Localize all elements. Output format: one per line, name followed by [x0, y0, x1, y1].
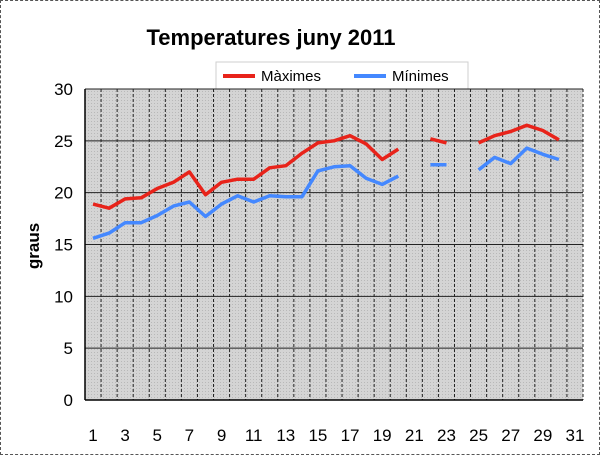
x-tick-label: 15	[308, 426, 327, 445]
x-tick-label: 23	[437, 426, 456, 445]
x-tick-label: 21	[405, 426, 424, 445]
x-tick-label: 17	[341, 426, 360, 445]
x-tick-label: 19	[373, 426, 392, 445]
series-line-minimes	[477, 146, 560, 172]
x-tick-label: 9	[217, 426, 226, 445]
legend-box	[215, 61, 469, 91]
x-tick-label: 29	[533, 426, 552, 445]
x-tick-label: 5	[153, 426, 162, 445]
series-line-maximes	[429, 137, 447, 145]
chart-title: Temperatures juny 2011	[146, 25, 395, 50]
y-tick-label: 5	[64, 339, 73, 358]
y-tick-label: 30	[54, 80, 73, 99]
x-tick-label: 27	[501, 426, 520, 445]
y-tick-label: 20	[54, 184, 73, 203]
y-tick-label: 25	[54, 132, 73, 151]
series-line-maximes	[477, 123, 560, 145]
x-tick-label: 7	[185, 426, 194, 445]
x-tick-label: 25	[469, 426, 488, 445]
x-tick-label: 31	[566, 426, 585, 445]
x-tick-label: 11	[245, 426, 263, 445]
legend: Màximes Mínimes	[215, 61, 469, 91]
x-tick-label: 1	[88, 426, 97, 445]
x-tick-label: 13	[276, 426, 295, 445]
y-axis-label: graus	[24, 223, 43, 269]
y-tick-label: 15	[54, 236, 73, 255]
series-line-maximes	[92, 133, 400, 210]
legend-label-minimes: Mínimes	[392, 68, 449, 85]
y-tick-label: 10	[54, 287, 73, 306]
y-tick-label: 0	[64, 391, 73, 410]
legend-label-maximes: Màximes	[261, 68, 321, 85]
series-line-minimes	[92, 163, 400, 240]
x-tick-label: 3	[120, 426, 129, 445]
